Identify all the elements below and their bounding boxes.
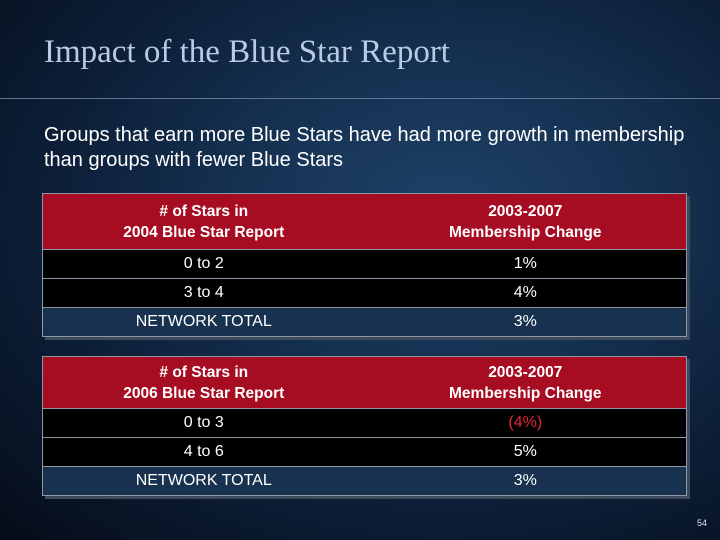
stars-range-cell: 4 to 6 <box>183 443 224 460</box>
membership-change-cell: 3% <box>513 313 537 330</box>
header-change-line2: Membership Change <box>449 384 602 402</box>
stars-range-cell: NETWORK TOTAL <box>135 313 272 330</box>
membership-change-cell: 5% <box>513 443 537 460</box>
header-change-column: 2003-2007 Membership Change <box>365 357 687 408</box>
slide-title: Impact of the Blue Star Report <box>44 34 450 70</box>
membership-change-cell-negative: (4%) <box>508 414 543 431</box>
table-row-total: NETWORK TOTAL 3% <box>43 467 686 495</box>
header-stars-column: # of Stars in 2004 Blue Star Report <box>43 194 365 249</box>
header-stars-line1: # of Stars in <box>159 363 249 381</box>
stars-2006-table: # of Stars in 2006 Blue Star Report 2003… <box>42 356 687 496</box>
table-row: 3 to 4 4% <box>43 279 686 308</box>
table-header: # of Stars in 2006 Blue Star Report 2003… <box>43 357 686 409</box>
stars-range-cell: NETWORK TOTAL <box>135 472 272 489</box>
header-stars-line2: 2006 Blue Star Report <box>123 384 285 402</box>
header-change-line1: 2003-2007 <box>488 363 563 381</box>
stars-2004-table: # of Stars in 2004 Blue Star Report 2003… <box>42 193 687 337</box>
table-header: # of Stars in 2004 Blue Star Report 2003… <box>43 194 686 250</box>
header-change-line1: 2003-2007 <box>488 202 563 220</box>
table-row: 0 to 3 (4%) <box>43 409 686 438</box>
stars-range-cell: 0 to 3 <box>183 414 224 431</box>
stars-range-cell: 0 to 2 <box>183 255 224 272</box>
page-number: 54 <box>697 518 708 528</box>
membership-change-cell: 3% <box>513 472 537 489</box>
title-divider <box>0 98 720 99</box>
header-change-line2: Membership Change <box>449 223 602 241</box>
membership-change-cell: 4% <box>513 284 537 301</box>
table-row: 0 to 2 1% <box>43 250 686 279</box>
header-stars-column: # of Stars in 2006 Blue Star Report <box>43 357 365 408</box>
slide-subtitle: Groups that earn more Blue Stars have ha… <box>44 124 685 171</box>
header-stars-line2: 2004 Blue Star Report <box>123 223 285 241</box>
header-change-column: 2003-2007 Membership Change <box>365 194 687 249</box>
stars-range-cell: 3 to 4 <box>183 284 224 301</box>
membership-change-cell: 1% <box>513 255 537 272</box>
header-stars-line1: # of Stars in <box>159 202 249 220</box>
table-row: 4 to 6 5% <box>43 438 686 467</box>
table-row-total: NETWORK TOTAL 3% <box>43 308 686 336</box>
